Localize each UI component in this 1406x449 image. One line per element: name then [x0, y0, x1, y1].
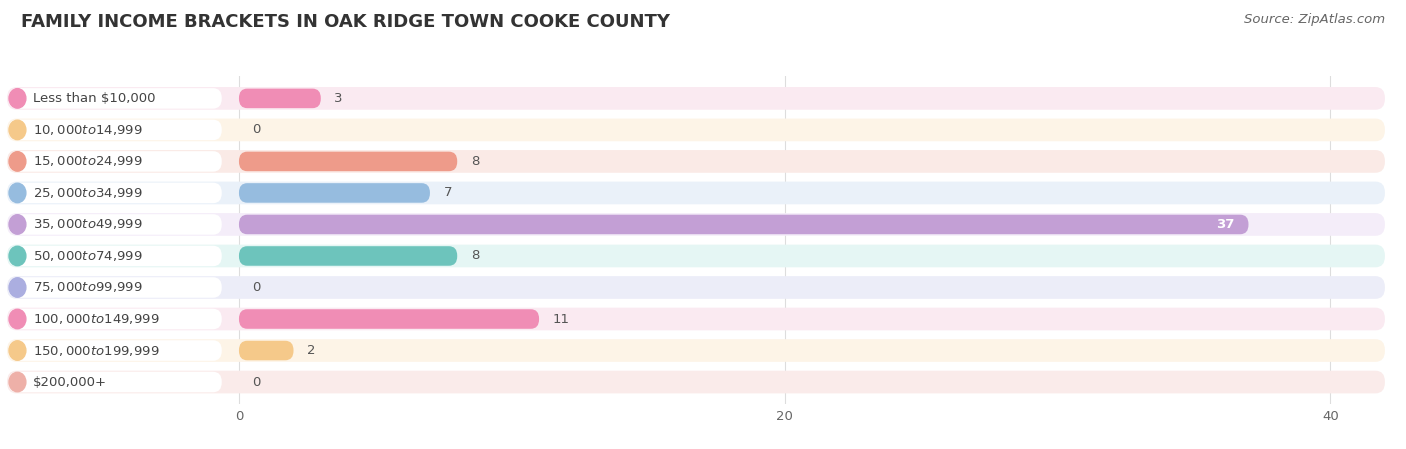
FancyBboxPatch shape — [8, 151, 222, 172]
FancyBboxPatch shape — [7, 308, 1385, 330]
Text: $200,000+: $200,000+ — [32, 375, 107, 388]
FancyBboxPatch shape — [8, 246, 222, 266]
Text: 0: 0 — [253, 281, 262, 294]
Circle shape — [8, 183, 25, 202]
Circle shape — [8, 278, 25, 297]
FancyBboxPatch shape — [8, 88, 222, 109]
FancyBboxPatch shape — [7, 371, 1385, 393]
FancyBboxPatch shape — [7, 150, 1385, 173]
Circle shape — [8, 372, 25, 392]
FancyBboxPatch shape — [7, 181, 1385, 204]
Text: 8: 8 — [471, 155, 479, 168]
FancyBboxPatch shape — [7, 213, 1385, 236]
Text: 7: 7 — [443, 186, 453, 199]
Text: 8: 8 — [471, 250, 479, 263]
FancyBboxPatch shape — [7, 87, 1385, 110]
FancyBboxPatch shape — [239, 246, 457, 266]
Text: $50,000 to $74,999: $50,000 to $74,999 — [32, 249, 142, 263]
FancyBboxPatch shape — [8, 309, 222, 329]
FancyBboxPatch shape — [7, 245, 1385, 267]
Text: 11: 11 — [553, 313, 569, 326]
Text: $15,000 to $24,999: $15,000 to $24,999 — [32, 154, 142, 168]
Circle shape — [8, 341, 25, 360]
FancyBboxPatch shape — [7, 276, 1385, 299]
FancyBboxPatch shape — [8, 372, 222, 392]
Text: $75,000 to $99,999: $75,000 to $99,999 — [32, 281, 142, 295]
Text: 0: 0 — [253, 123, 262, 136]
FancyBboxPatch shape — [7, 339, 1385, 362]
Circle shape — [8, 152, 25, 171]
FancyBboxPatch shape — [239, 183, 430, 202]
FancyBboxPatch shape — [8, 214, 222, 235]
Text: $10,000 to $14,999: $10,000 to $14,999 — [32, 123, 142, 137]
Circle shape — [8, 309, 25, 329]
Text: $25,000 to $34,999: $25,000 to $34,999 — [32, 186, 142, 200]
FancyBboxPatch shape — [8, 120, 222, 140]
Text: 3: 3 — [335, 92, 343, 105]
Text: $35,000 to $49,999: $35,000 to $49,999 — [32, 217, 142, 231]
FancyBboxPatch shape — [239, 309, 538, 329]
FancyBboxPatch shape — [239, 341, 294, 360]
Circle shape — [8, 246, 25, 266]
Circle shape — [8, 88, 25, 108]
FancyBboxPatch shape — [7, 119, 1385, 141]
Circle shape — [8, 120, 25, 140]
FancyBboxPatch shape — [8, 277, 222, 298]
Text: FAMILY INCOME BRACKETS IN OAK RIDGE TOWN COOKE COUNTY: FAMILY INCOME BRACKETS IN OAK RIDGE TOWN… — [21, 13, 671, 31]
Text: $100,000 to $149,999: $100,000 to $149,999 — [32, 312, 159, 326]
FancyBboxPatch shape — [8, 183, 222, 203]
Text: 37: 37 — [1216, 218, 1234, 231]
FancyBboxPatch shape — [8, 340, 222, 361]
FancyBboxPatch shape — [239, 215, 1249, 234]
Circle shape — [8, 215, 25, 234]
Text: Source: ZipAtlas.com: Source: ZipAtlas.com — [1244, 13, 1385, 26]
FancyBboxPatch shape — [239, 88, 321, 108]
Text: $150,000 to $199,999: $150,000 to $199,999 — [32, 343, 159, 357]
Text: Less than $10,000: Less than $10,000 — [32, 92, 155, 105]
Text: 0: 0 — [253, 375, 262, 388]
Text: 2: 2 — [307, 344, 316, 357]
FancyBboxPatch shape — [239, 152, 457, 171]
